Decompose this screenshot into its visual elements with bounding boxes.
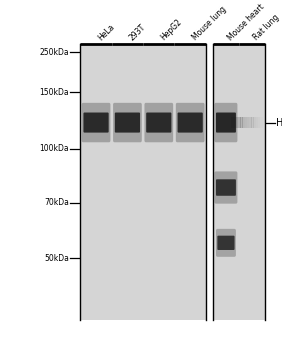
Bar	[238, 117, 241, 128]
Text: HLTF: HLTF	[276, 118, 282, 127]
Bar	[80, 44, 206, 320]
Text: 250kDa: 250kDa	[39, 48, 69, 57]
Bar	[249, 117, 252, 128]
Bar	[262, 117, 265, 128]
Text: Mouse heart: Mouse heart	[226, 2, 266, 42]
Text: HepG2: HepG2	[159, 18, 184, 42]
FancyBboxPatch shape	[176, 103, 204, 142]
FancyBboxPatch shape	[83, 112, 109, 133]
Bar	[258, 117, 260, 128]
Bar	[233, 117, 236, 128]
Bar	[254, 117, 256, 128]
FancyBboxPatch shape	[216, 112, 236, 133]
FancyBboxPatch shape	[215, 103, 237, 142]
Bar	[245, 117, 247, 128]
FancyBboxPatch shape	[216, 229, 236, 257]
FancyBboxPatch shape	[215, 172, 237, 204]
Bar	[236, 117, 238, 128]
Text: Rat lung: Rat lung	[252, 13, 281, 42]
FancyBboxPatch shape	[82, 103, 111, 142]
FancyBboxPatch shape	[217, 236, 235, 250]
FancyBboxPatch shape	[178, 112, 203, 133]
FancyBboxPatch shape	[113, 103, 142, 142]
Bar	[213, 44, 265, 320]
Bar	[206, 44, 213, 320]
Text: HeLa: HeLa	[96, 22, 116, 42]
Text: 293T: 293T	[127, 22, 147, 42]
Bar	[256, 117, 258, 128]
Bar	[240, 117, 243, 128]
Text: 150kDa: 150kDa	[39, 88, 69, 97]
Text: 50kDa: 50kDa	[44, 253, 69, 262]
Text: 70kDa: 70kDa	[44, 198, 69, 207]
Text: Mouse lung: Mouse lung	[190, 5, 228, 42]
Text: 100kDa: 100kDa	[39, 144, 69, 153]
Bar	[232, 117, 234, 128]
FancyBboxPatch shape	[216, 179, 236, 196]
FancyBboxPatch shape	[146, 112, 171, 133]
FancyBboxPatch shape	[144, 103, 173, 142]
Bar	[260, 117, 263, 128]
Bar	[247, 117, 249, 128]
Bar	[243, 117, 245, 128]
Bar	[251, 117, 254, 128]
FancyBboxPatch shape	[115, 112, 140, 133]
